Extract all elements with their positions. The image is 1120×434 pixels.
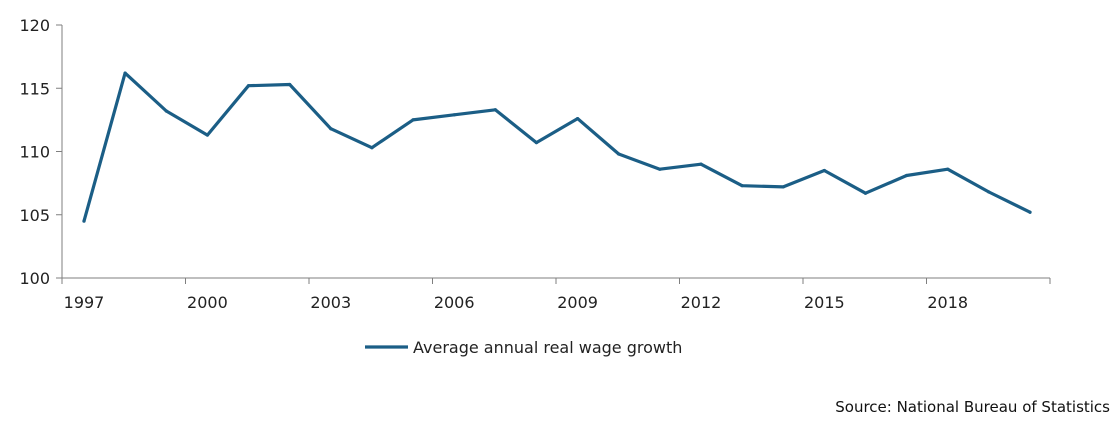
data-point xyxy=(617,152,621,156)
x-tick-label: 2018 xyxy=(927,293,968,312)
legend: Average annual real wage growth xyxy=(365,338,682,357)
y-tick-label: 105 xyxy=(19,206,50,225)
data-point xyxy=(246,84,251,88)
data-point xyxy=(82,219,86,223)
data-point xyxy=(493,108,497,112)
data-point xyxy=(699,162,703,166)
y-axis-ticks: 100 105 110 115 120 xyxy=(19,16,62,288)
data-point xyxy=(123,71,127,75)
x-axis-ticks: 1997 2000 2003 2006 2009 2012 2015 2018 xyxy=(61,278,1051,312)
data-point xyxy=(740,184,744,188)
x-tick-label: 2006 xyxy=(434,293,475,312)
data-point xyxy=(575,117,580,121)
data-point xyxy=(205,133,209,137)
series-line xyxy=(82,71,1032,223)
data-point xyxy=(164,109,168,113)
data-point xyxy=(452,113,456,117)
y-tick-label: 100 xyxy=(19,269,50,288)
axes xyxy=(61,25,1050,279)
x-tick-label: 1997 xyxy=(64,293,105,312)
data-point xyxy=(658,167,662,171)
data-point xyxy=(781,185,785,189)
source-note: Source: National Bureau of Statistics xyxy=(835,398,1110,416)
data-point xyxy=(370,146,374,150)
data-point xyxy=(905,173,909,178)
y-tick-label: 110 xyxy=(19,143,50,162)
x-tick-label: 2000 xyxy=(187,293,228,312)
legend-label: Average annual real wage growth xyxy=(413,338,682,357)
data-point xyxy=(863,191,868,195)
y-tick-label: 115 xyxy=(19,79,50,98)
data-point xyxy=(1028,210,1032,214)
data-point xyxy=(288,82,292,87)
y-tick-label: 120 xyxy=(19,16,50,35)
x-tick-label: 2009 xyxy=(557,293,598,312)
x-tick-label: 2015 xyxy=(804,293,845,312)
x-tick-label: 2012 xyxy=(681,293,722,312)
data-point xyxy=(329,127,333,131)
data-point xyxy=(534,141,539,145)
data-point xyxy=(946,167,950,171)
data-point xyxy=(987,190,991,194)
series-layer xyxy=(82,71,1032,223)
x-tick-label: 2003 xyxy=(310,293,351,312)
data-point xyxy=(822,168,826,173)
data-point xyxy=(411,118,415,122)
